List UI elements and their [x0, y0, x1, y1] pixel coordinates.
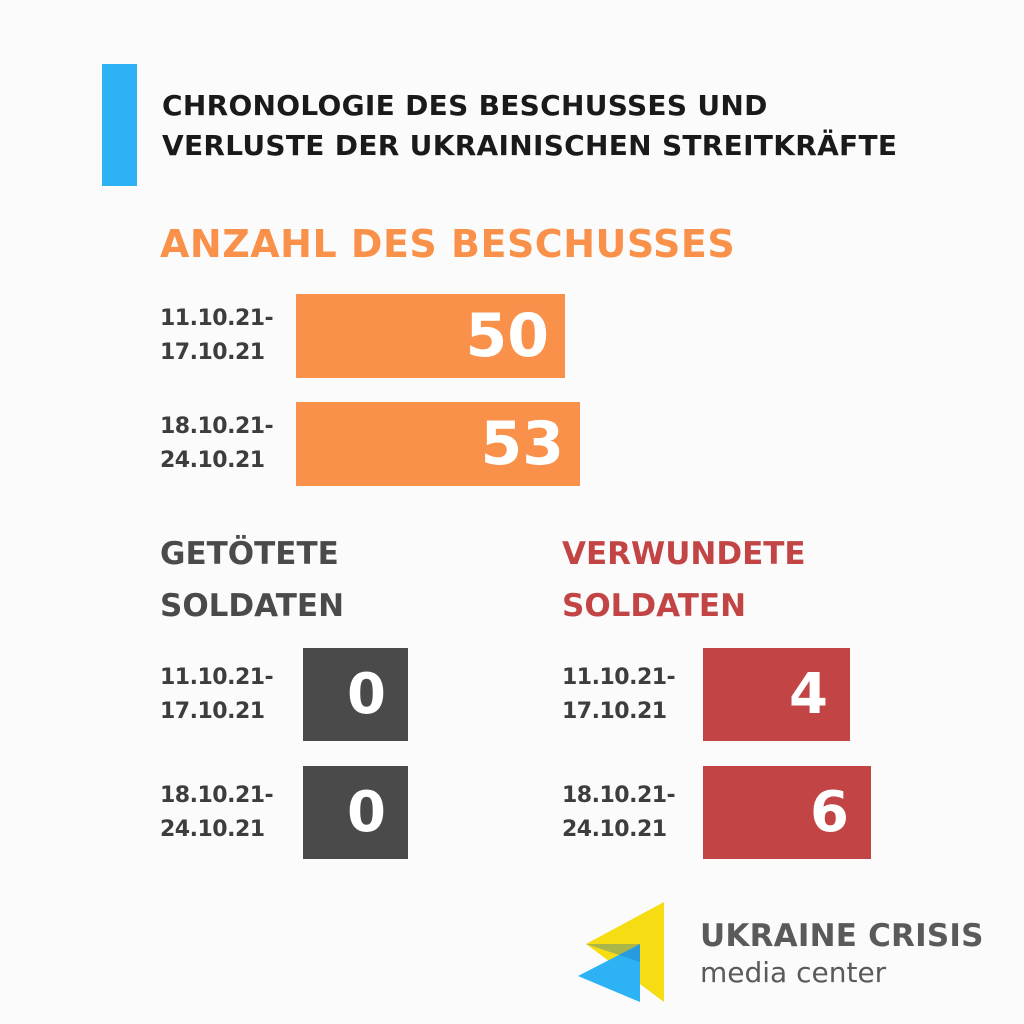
killed-value-1: 0	[347, 662, 386, 727]
killed-date-2-line-2: 24.10.21	[160, 816, 265, 842]
shelling-date-2: 18.10.21- 24.10.21	[160, 410, 274, 478]
logo-line-1: UKRAINE CRISIS	[700, 918, 984, 954]
shelling-value-2: 53	[480, 409, 565, 479]
title-line-1: CHRONOLOGIE DES BESCHUSSES UND	[162, 89, 768, 122]
logo-line-2: media center	[700, 956, 887, 989]
wounded-chart-title: VERWUNDETE SOLDATEN	[562, 528, 806, 632]
killed-date-2: 18.10.21- 24.10.21	[160, 779, 274, 847]
killed-chart-title: GETÖTETE SOLDATEN	[160, 528, 344, 632]
wounded-value-2: 6	[810, 780, 849, 845]
ucmc-logo: UKRAINE CRISIS media center	[578, 900, 998, 1010]
shelling-bar-1	[296, 294, 565, 378]
killed-bar-1	[303, 648, 408, 741]
shelling-chart-title: ANZAHL DES BESCHUSSES	[160, 222, 736, 266]
shelling-value-1: 50	[465, 301, 550, 371]
killed-value-2: 0	[347, 780, 386, 845]
wounded-date-1-line-1: 11.10.21-	[562, 664, 676, 690]
killed-title-line-2: SOLDATEN	[160, 588, 345, 624]
logo-mark-icon	[578, 902, 664, 1002]
wounded-date-2-line-1: 18.10.21-	[562, 782, 676, 808]
shelling-date-1-line-2: 17.10.21	[160, 340, 265, 365]
shelling-date-1-line-1: 11.10.21-	[160, 306, 274, 331]
killed-date-1-line-2: 17.10.21	[160, 698, 265, 724]
killed-date-2-line-1: 18.10.21-	[160, 782, 274, 808]
title-line-2: VERLUSTE DER UKRAINISCHEN STREITKRÄFTE	[162, 129, 898, 162]
wounded-title-line-2: SOLDATEN	[562, 588, 747, 624]
page-title: CHRONOLOGIE DES BESCHUSSES UND VERLUSTE …	[162, 86, 992, 166]
wounded-date-2: 18.10.21- 24.10.21	[562, 779, 676, 847]
wounded-bar-2	[703, 766, 871, 859]
shelling-date-2-line-1: 18.10.21-	[160, 414, 274, 439]
wounded-title-line-1: VERWUNDETE	[562, 536, 806, 572]
killed-bar-2	[303, 766, 408, 859]
shelling-date-1: 11.10.21- 17.10.21	[160, 302, 274, 370]
shelling-bar-2	[296, 402, 580, 486]
wounded-bar-1	[703, 648, 850, 741]
wounded-date-1: 11.10.21- 17.10.21	[562, 661, 676, 729]
wounded-date-1-line-2: 17.10.21	[562, 698, 667, 724]
killed-date-1: 11.10.21- 17.10.21	[160, 661, 274, 729]
shelling-date-2-line-2: 24.10.21	[160, 448, 265, 473]
wounded-date-2-line-2: 24.10.21	[562, 816, 667, 842]
accent-bar	[102, 64, 137, 186]
killed-date-1-line-1: 11.10.21-	[160, 664, 274, 690]
wounded-value-1: 4	[789, 662, 828, 727]
killed-title-line-1: GETÖTETE	[160, 536, 339, 572]
